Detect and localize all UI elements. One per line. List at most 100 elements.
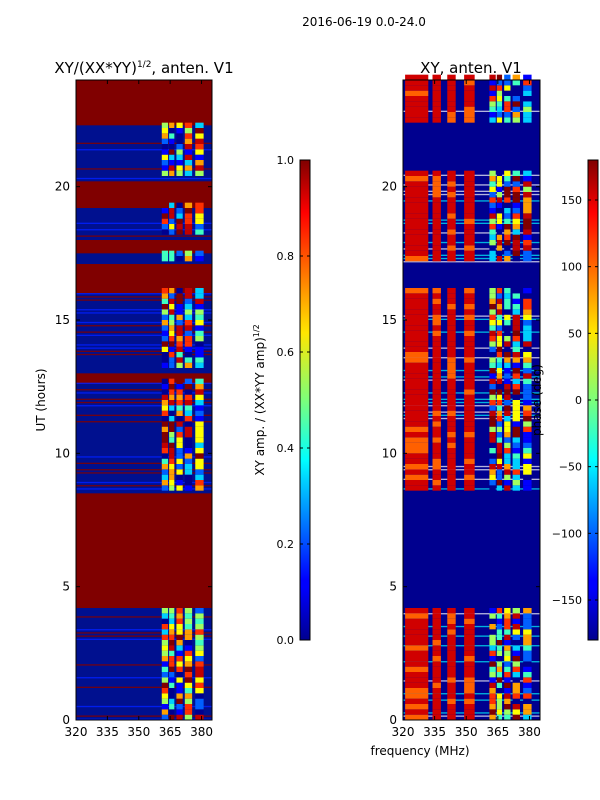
right-ytick-label: 20 <box>382 180 397 194</box>
right-rfi-cell <box>504 698 511 704</box>
left-rfi-cell <box>161 698 169 704</box>
figure-suptitle: 2016-06-19 0.0-24.0 <box>302 15 426 29</box>
right-rfi-cell <box>496 186 503 192</box>
left-rfi-cell <box>195 693 204 699</box>
right-rfi-cell <box>464 85 475 91</box>
left-rfi-cell <box>176 218 183 224</box>
right-rfi-cell <box>512 85 520 91</box>
right-rfi-cell <box>512 250 520 256</box>
right-rfi-cell <box>432 384 441 390</box>
left-stripe-row <box>76 715 212 717</box>
right-rfi-cell <box>405 672 429 678</box>
right-rfi-cell <box>496 298 503 304</box>
right-rfi-cell <box>504 218 511 224</box>
left-rfi-cell <box>169 453 175 459</box>
right-rfi-cell <box>405 704 429 710</box>
right-rfi-cell <box>512 346 520 352</box>
left-colorbar-ticks: 0.0 0.2 0.4 0.6 0.8 1.0 <box>277 154 310 647</box>
right-rfi-cell <box>523 293 532 299</box>
left-rfi-cell <box>176 688 183 694</box>
right-rfi-cell <box>523 480 532 486</box>
right-rfi-cell <box>523 624 532 630</box>
right-rfi-cell <box>464 432 475 438</box>
right-rfi-cell <box>405 213 429 219</box>
right-rfi-cell <box>464 213 475 219</box>
right-rfi-cell <box>523 400 532 406</box>
right-rfi-cell <box>496 320 503 326</box>
right-rfi-cell <box>496 325 503 331</box>
right-rfi-cell <box>496 181 503 187</box>
right-rfi-cell <box>447 186 456 192</box>
left-rfi-cell <box>161 250 169 256</box>
right-rfi-cell <box>447 202 456 208</box>
right-cb-tick-label: 50 <box>568 327 582 340</box>
left-rfi-cell <box>161 229 169 235</box>
right-rfi-cell <box>504 213 511 219</box>
left-rfi-cell <box>169 618 175 624</box>
right-rfi-cell <box>405 112 429 118</box>
right-rfi-cell <box>504 618 511 624</box>
right-stripe-row <box>403 261 540 263</box>
left-cb-tick-label: 0.6 <box>277 346 295 359</box>
right-rfi-cell <box>496 661 503 667</box>
right-rfi-cell <box>405 394 429 400</box>
right-rfi-cell <box>432 176 441 182</box>
right-rfi-cell <box>432 437 441 443</box>
right-rfi-cell <box>489 90 496 96</box>
left-rfi-cell <box>169 421 175 427</box>
right-rfi-cell <box>512 336 520 342</box>
left-rfi-cell <box>176 698 183 704</box>
right-rfi-cell <box>523 405 532 411</box>
right-rfi-cell <box>496 218 503 224</box>
left-rfi-cell <box>176 437 183 443</box>
right-rfi-cell <box>504 666 511 672</box>
left-rfi-cell <box>184 250 193 256</box>
right-rfi-cell <box>504 74 511 80</box>
right-rfi-cell <box>489 426 496 432</box>
right-rfi-cell <box>504 234 511 240</box>
right-rfi-cell <box>489 698 496 704</box>
right-rfi-cell <box>496 394 503 400</box>
left-rfi-cell <box>176 613 183 619</box>
right-rfi-cell <box>504 250 511 256</box>
left-rfi-cell <box>184 378 193 384</box>
right-rfi-cell <box>464 341 475 347</box>
right-rfi-cell <box>496 698 503 704</box>
left-rfi-cell <box>161 400 169 406</box>
left-rfi-cell <box>169 128 175 134</box>
right-rfi-cell <box>523 304 532 310</box>
left-stripe-row <box>76 405 212 407</box>
left-rfi-cell <box>169 138 175 144</box>
left-rfi-cell <box>161 394 169 400</box>
right-rfi-cell <box>432 74 441 80</box>
right-rfi-cell <box>512 368 520 374</box>
right-rfi-cell <box>432 304 441 310</box>
left-rfi-cell <box>176 608 183 614</box>
right-rfi-cell <box>496 650 503 656</box>
right-rfi-cell <box>447 389 456 395</box>
left-rfi-cell <box>176 298 183 304</box>
right-rfi-cell <box>489 85 496 91</box>
right-rfi-cell <box>496 224 503 230</box>
right-rfi-cell <box>496 80 503 86</box>
left-rfi-cell <box>169 656 175 662</box>
right-rfi-cell <box>496 714 503 720</box>
left-rfi-cell <box>169 384 175 390</box>
left-rfi-cell <box>161 634 169 640</box>
left-stripe-row <box>76 472 212 474</box>
right-rfi-cell <box>432 181 441 187</box>
left-rfi-cell <box>184 442 193 448</box>
left-rfi-cell <box>184 416 193 422</box>
right-rfi-cell <box>512 629 520 635</box>
left-rfi-cell <box>161 293 169 299</box>
right-rfi-cell <box>447 416 456 422</box>
right-rfi-cell <box>489 400 496 406</box>
right-xtick-label: 380 <box>518 725 541 739</box>
left-rfi-cell <box>161 170 169 176</box>
left-rfi-cell <box>184 688 193 694</box>
right-rfi-cell <box>447 213 456 219</box>
right-rfi-cell <box>512 634 520 640</box>
right-rfi-cell <box>464 384 475 390</box>
right-rfi-cell <box>496 464 503 470</box>
left-rfi-cell <box>176 640 183 646</box>
